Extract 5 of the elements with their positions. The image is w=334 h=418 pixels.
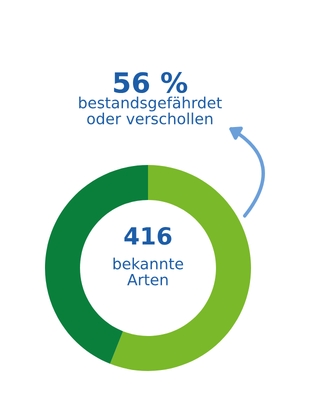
text: 416: [124, 227, 172, 245]
text: bestandsgefährdet oder verschollen: [79, 96, 222, 124]
text: 56 %: [114, 72, 188, 94]
text: bekannte Arten: [113, 258, 184, 286]
donut-slice: [110, 165, 251, 371]
